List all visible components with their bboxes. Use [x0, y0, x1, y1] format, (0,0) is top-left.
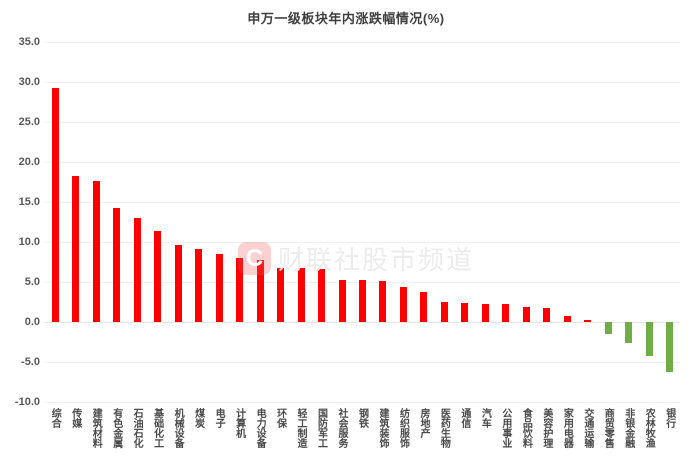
bar-银行: [666, 322, 674, 373]
x-category-label: 计算机: [233, 408, 245, 438]
bar-商贸零售: [604, 322, 612, 334]
x-category-label: 银行: [663, 408, 675, 428]
bar-综合: [51, 87, 59, 322]
gridline: [45, 322, 680, 323]
x-category-label: 国防军工: [315, 408, 327, 448]
bar-有色金属: [113, 208, 121, 322]
x-category-label: 轻工制造: [295, 408, 307, 448]
x-category-label: 电力设备: [254, 408, 266, 448]
x-category-label: 综合: [49, 408, 61, 428]
bar-电力设备: [256, 260, 264, 322]
x-category-label: 石油石化: [131, 408, 143, 448]
bar-纺织服饰: [399, 286, 407, 322]
y-tick-label: 0.0: [24, 316, 40, 328]
y-tick-label: 20.0: [18, 156, 40, 168]
y-tick-label: -5.0: [21, 356, 40, 368]
bar-农林牧渔: [645, 322, 653, 356]
x-category-label: 环保: [274, 408, 286, 428]
y-tick-label: 30.0: [18, 76, 40, 88]
gridline: [45, 242, 680, 243]
x-category-label: 机械设备: [172, 408, 184, 448]
gridline: [45, 42, 680, 43]
x-category-label: 非银金融: [622, 408, 634, 448]
bar-社会服务: [338, 279, 346, 322]
x-category-label: 有色金属: [110, 408, 122, 448]
x-category-label: 汽车: [479, 408, 491, 428]
bar-交通运输: [584, 319, 592, 322]
x-category-label: 食品饮料: [520, 408, 532, 448]
gridline: [45, 402, 680, 403]
bar-煤炭: [195, 249, 203, 322]
bar-医药生物: [440, 302, 448, 322]
x-category-label: 煤炭: [192, 408, 204, 428]
bar-非银金融: [625, 322, 633, 343]
x-category-label: 交通运输: [581, 408, 593, 448]
bar-轻工制造: [297, 268, 305, 322]
y-tick-label: -10.0: [14, 396, 40, 408]
gridline: [45, 82, 680, 83]
gridline: [45, 202, 680, 203]
bar-建筑材料: [92, 181, 100, 322]
y-tick-label: 5.0: [24, 276, 40, 288]
bar-机械设备: [174, 245, 182, 322]
x-category-label: 美容护理: [540, 408, 552, 448]
x-category-label: 钢铁: [356, 408, 368, 428]
gridline: [45, 362, 680, 363]
x-category-label: 电子: [213, 408, 225, 428]
bar-国防军工: [318, 269, 326, 322]
x-category-label: 农林牧渔: [643, 408, 655, 448]
bar-计算机: [236, 258, 244, 322]
x-category-label: 建筑材料: [90, 408, 102, 448]
x-category-label: 社会服务: [336, 408, 348, 448]
y-tick-label: 15.0: [18, 196, 40, 208]
x-category-label: 家用电器: [561, 408, 573, 448]
x-category-label: 通信: [458, 408, 470, 428]
bar-汽车: [481, 303, 489, 322]
y-tick-label: 25.0: [18, 116, 40, 128]
y-tick-label: 10.0: [18, 236, 40, 248]
bar-公用事业: [502, 304, 510, 322]
bar-通信: [461, 302, 469, 322]
x-category-label: 医药生物: [438, 408, 450, 448]
bar-建筑装饰: [379, 281, 387, 322]
x-category-label: 商贸零售: [602, 408, 614, 448]
bar-电子: [215, 254, 223, 322]
x-category-label: 公用事业: [499, 408, 511, 448]
y-tick-label: 35.0: [18, 36, 40, 48]
x-category-label: 建筑装饰: [376, 408, 388, 448]
chart-title: 申万一级板块年内涨跌幅情况(%): [247, 11, 445, 26]
bar-家用电器: [563, 316, 571, 322]
bar-钢铁: [359, 280, 366, 322]
bar-房地产: [420, 292, 428, 322]
x-category-label: 传媒: [69, 408, 81, 428]
bar-环保: [277, 267, 285, 322]
gridline: [45, 162, 680, 163]
x-category-label: 纺织服饰: [397, 408, 409, 448]
gridline: [45, 122, 680, 123]
bar-美容护理: [543, 307, 551, 322]
bar-基础化工: [154, 230, 162, 322]
bar-传媒: [72, 175, 80, 322]
x-category-label: 基础化工: [151, 408, 163, 448]
bar-石油石化: [133, 218, 141, 322]
bar-食品饮料: [522, 306, 530, 322]
x-category-label: 房地产: [417, 408, 429, 438]
